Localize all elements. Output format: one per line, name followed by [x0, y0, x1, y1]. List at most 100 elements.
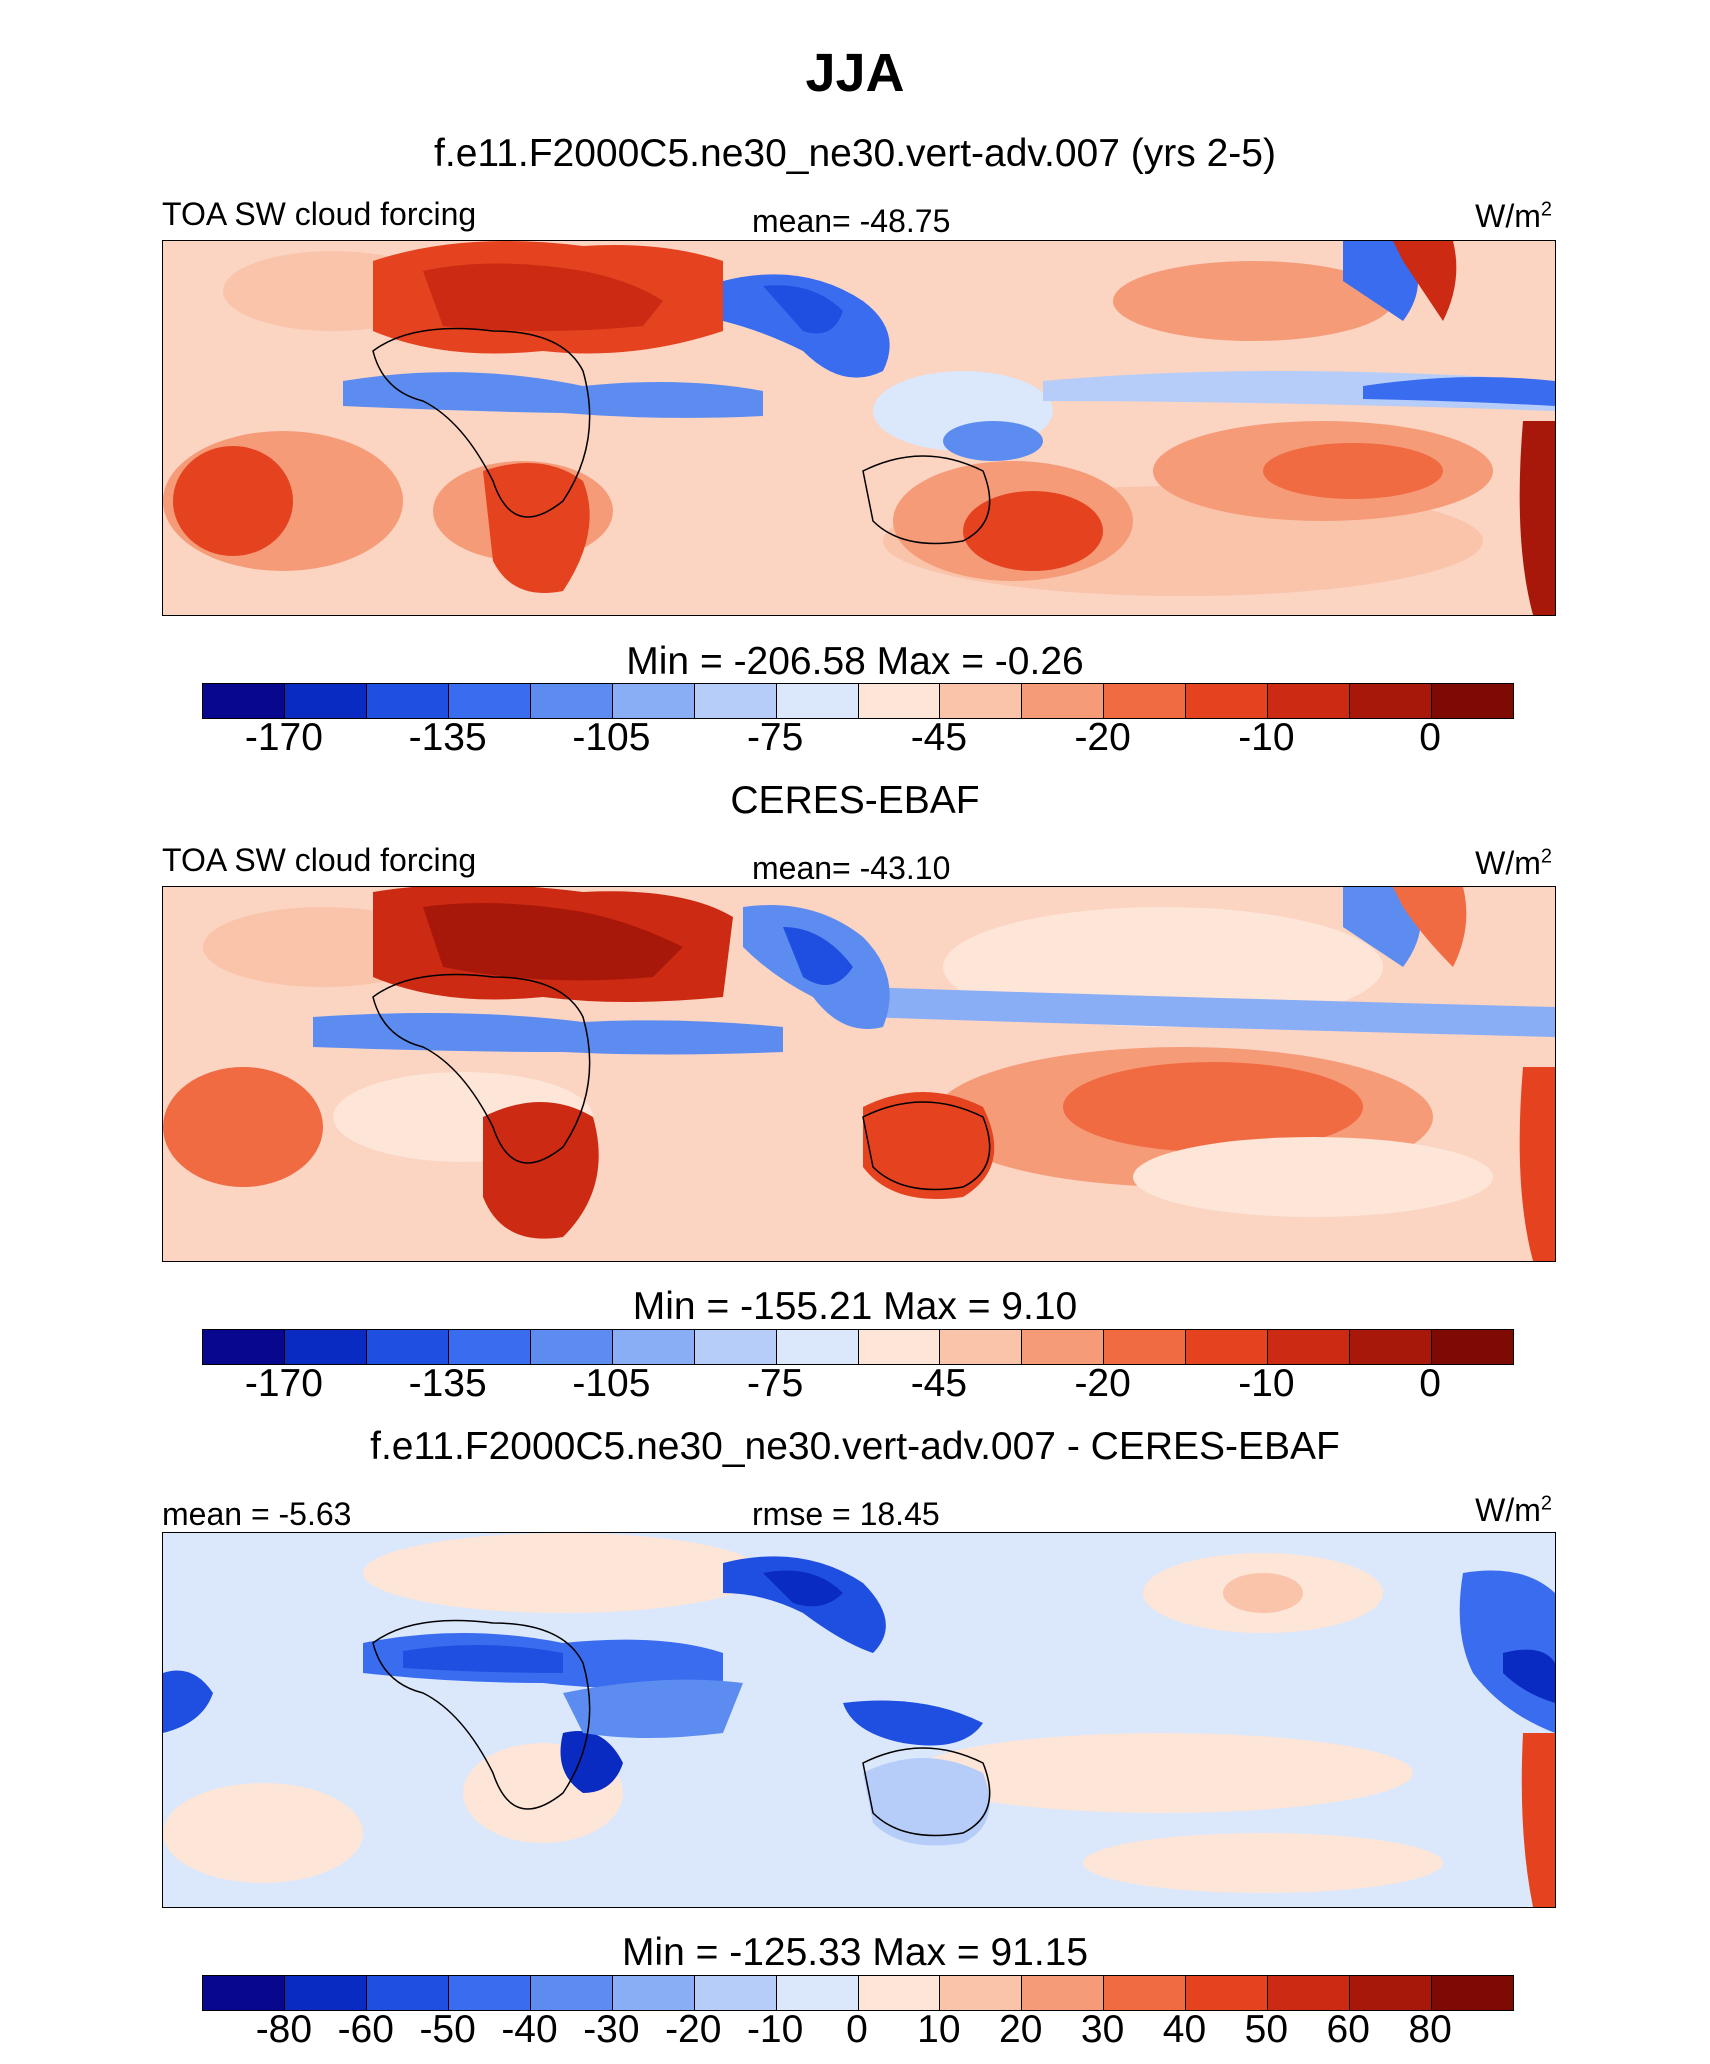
colorbar-swatch: [1022, 684, 1105, 718]
colorbar-swatch: [530, 1330, 613, 1364]
colorbar-tick-label: 10: [917, 2008, 961, 2051]
colorbar-tick-label: 40: [1162, 2008, 1207, 2051]
colorbar-swatch: [1186, 684, 1269, 718]
colorbar-swatch: [1268, 1330, 1351, 1364]
colorbar-tick-label: 30: [1080, 2008, 1125, 2051]
colorbar-swatch: [940, 1976, 1023, 2010]
colorbar-tick-label: -60: [337, 2008, 394, 2051]
colorbar-swatch: [612, 684, 695, 718]
colorbar-tick-label: -105: [572, 1362, 651, 1405]
colorbar-tick-label: -50: [419, 2008, 476, 2051]
colorbar-tick-label: -80: [255, 2008, 313, 2051]
colorbar-swatch: [612, 1330, 695, 1364]
colorbar-tick-label: -170: [244, 1362, 323, 1405]
colorbar-swatch: [203, 1976, 285, 2010]
colorbar-swatch: [284, 1330, 367, 1364]
panel-1-map: [162, 240, 1556, 616]
colorbar-swatch: [858, 1330, 941, 1364]
colorbar-tick-label: -170: [244, 716, 323, 759]
colorbar-swatch: [1350, 684, 1433, 718]
panel-3-minmax: Min = -125.33 Max = 91.15: [621, 1931, 1089, 1974]
colorbar-swatch: [530, 1976, 613, 2010]
colorbar-tick-label: -20: [1074, 1362, 1131, 1405]
colorbar-swatch: [940, 1330, 1023, 1364]
colorbar-swatch: [694, 1976, 777, 2010]
panel-2-map: [162, 886, 1556, 1262]
panel-3-mean-label: mean = -5.63: [162, 1496, 352, 1532]
colorbar-tick-label: -20: [1074, 716, 1131, 759]
colorbar-swatch: [203, 1330, 285, 1364]
colorbar-tick-label: -20: [665, 2008, 722, 2051]
panel-1-variable-label: TOA SW cloud forcing: [162, 196, 477, 232]
panel-3-colorbar: [202, 1975, 1514, 2011]
panel-1-units-label: W/m2: [1475, 198, 1552, 234]
colorbar-swatch: [1186, 1976, 1269, 2010]
colorbar-swatch: [1268, 1976, 1351, 2010]
panel-2-variable-label: TOA SW cloud forcing: [162, 842, 477, 878]
colorbar-swatch: [203, 684, 285, 718]
colorbar-tick-label: -135: [408, 716, 487, 759]
colorbar-tick-label: 50: [1244, 2008, 1289, 2051]
colorbar-tick-label: 80: [1408, 2008, 1452, 2051]
colorbar-swatch: [1350, 1330, 1433, 1364]
colorbar-swatch: [776, 1976, 859, 2010]
panel-1-minmax: Min = -206.58 Max = -0.26: [626, 640, 1084, 683]
panel-3-title: f.e11.F2000C5.ne30_ne30.vert-adv.007 - C…: [370, 1425, 1340, 1468]
colorbar-tick-label: -30: [583, 2008, 640, 2051]
colorbar-swatch: [858, 684, 941, 718]
colorbar-tick-label: 0: [1419, 1362, 1441, 1405]
colorbar-tick-label: -45: [910, 716, 968, 759]
panel-2-minmax: Min = -155.21 Max = 9.10: [632, 1285, 1078, 1328]
colorbar-swatch: [366, 1330, 449, 1364]
panel-1-mean-label: mean= -48.75: [752, 203, 951, 239]
colorbar-tick-label: -10: [1238, 1362, 1295, 1405]
colorbar-swatch: [940, 684, 1023, 718]
colorbar-swatch: [1268, 684, 1351, 718]
colorbar-tick-label: 0: [846, 2008, 868, 2051]
colorbar-swatch: [1022, 1330, 1105, 1364]
colorbar-tick-label: 60: [1326, 2008, 1370, 2051]
colorbar-swatch: [284, 1976, 367, 2010]
colorbar-swatch: [858, 1976, 941, 2010]
colorbar-swatch: [530, 684, 613, 718]
panel-3-map: [162, 1532, 1556, 1908]
colorbar-swatch: [1104, 1976, 1187, 2010]
colorbar-tick-label: -10: [1238, 716, 1295, 759]
colorbar-swatch: [1432, 1976, 1513, 2010]
colorbar-swatch: [1186, 1330, 1269, 1364]
colorbar-swatch: [694, 684, 777, 718]
colorbar-tick-label: -45: [910, 1362, 968, 1405]
colorbar-tick-label: -75: [746, 716, 804, 759]
colorbar-swatch: [1432, 1330, 1513, 1364]
colorbar-swatch: [1104, 684, 1187, 718]
colorbar-tick-label: -40: [501, 2008, 558, 2051]
colorbar-swatch: [448, 1976, 531, 2010]
colorbar-swatch: [776, 1330, 859, 1364]
colorbar-swatch: [612, 1976, 695, 2010]
panel-1-colorbar: [202, 683, 1514, 719]
colorbar-swatch: [1432, 684, 1513, 718]
panel-3-units-label: W/m2: [1475, 1492, 1552, 1528]
colorbar-tick-label: -105: [572, 716, 651, 759]
panel-2-colorbar: [202, 1329, 1514, 1365]
colorbar-swatch: [1022, 1976, 1105, 2010]
panel-1-title: f.e11.F2000C5.ne30_ne30.vert-adv.007 (yr…: [434, 132, 1276, 175]
panel-2-title: CERES-EBAF: [730, 779, 980, 822]
colorbar-tick-label: -75: [746, 1362, 804, 1405]
colorbar-tick-label: -10: [746, 2008, 804, 2051]
colorbar-swatch: [1350, 1976, 1433, 2010]
panel-2-units-label: W/m2: [1475, 845, 1552, 881]
colorbar-tick-label: 20: [999, 2008, 1043, 2051]
colorbar-tick-label: 0: [1419, 716, 1441, 759]
panel-3-rmse-label: rmse = 18.45: [752, 1496, 940, 1532]
colorbar-swatch: [776, 684, 859, 718]
colorbar-swatch: [694, 1330, 777, 1364]
colorbar-swatch: [366, 684, 449, 718]
colorbar-swatch: [1104, 1330, 1187, 1364]
colorbar-swatch: [448, 684, 531, 718]
colorbar-swatch: [448, 1330, 531, 1364]
colorbar-swatch: [366, 1976, 449, 2010]
colorbar-tick-label: -135: [408, 1362, 487, 1405]
figure-title: JJA: [805, 43, 905, 103]
colorbar-swatch: [284, 684, 367, 718]
